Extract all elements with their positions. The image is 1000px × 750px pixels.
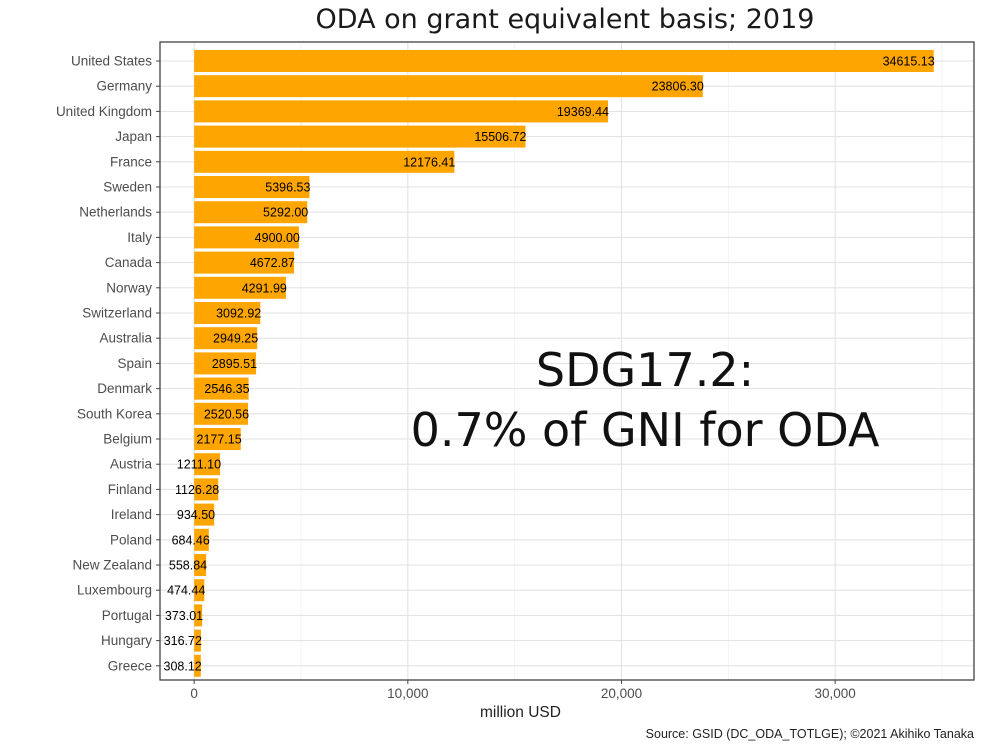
bar-value-label: 15506.72 <box>474 130 526 144</box>
bar <box>194 226 299 249</box>
y-tick-label: France <box>110 154 152 169</box>
bar <box>194 503 215 526</box>
bar <box>194 176 310 198</box>
source-caption: Source: GSID (DC_ODA_TOTLGE); ©2021 Akih… <box>645 727 974 741</box>
annotation-line-1: SDG17.2: <box>535 343 755 397</box>
bar <box>194 629 201 652</box>
y-tick-label: Poland <box>110 532 152 547</box>
y-tick-label: Denmark <box>97 381 152 396</box>
y-tick-label: Greece <box>108 658 152 673</box>
y-tick-label: Australia <box>99 331 152 346</box>
bar <box>194 100 609 123</box>
annotation-line-2: 0.7% of GNI for ODA <box>410 403 880 457</box>
sdg-annotation: SDG17.2: 0.7% of GNI for ODA <box>385 340 905 460</box>
bar-value-label: 2895.51 <box>212 357 257 371</box>
y-tick-label: Sweden <box>103 180 152 195</box>
bar-value-label: 2520.56 <box>204 407 249 421</box>
y-tick-label: Belgium <box>103 432 152 447</box>
x-tick-label: 10,000 <box>387 686 428 701</box>
bar <box>194 125 526 148</box>
bar-value-label: 23806.30 <box>652 80 704 94</box>
bar-value-label: 316.72 <box>164 634 202 648</box>
y-tick-label: South Korea <box>77 406 153 421</box>
y-tick-label: Netherlands <box>79 205 152 220</box>
bar <box>194 327 258 350</box>
bar-value-label: 308.12 <box>164 659 202 673</box>
bar-value-label: 2546.35 <box>204 382 249 396</box>
bar <box>194 251 295 274</box>
bar <box>194 604 203 627</box>
plot-panel <box>160 42 974 680</box>
bar-value-label: 2949.25 <box>213 332 258 346</box>
bar <box>194 201 308 224</box>
y-tick-label: Spain <box>117 356 152 371</box>
bar-value-label: 3092.92 <box>216 307 261 321</box>
bar-value-label: 5292.00 <box>263 206 308 220</box>
y-tick-label: Finland <box>108 482 152 497</box>
bar <box>194 75 703 98</box>
y-tick-label: Switzerland <box>82 306 152 321</box>
bar-value-label: 4672.87 <box>250 256 295 270</box>
bar <box>194 377 249 400</box>
bar-value-label: 1211.10 <box>177 458 221 472</box>
bar <box>194 428 241 450</box>
y-tick-label: Germany <box>96 79 152 94</box>
x-axis-label: million USD <box>480 704 561 721</box>
bar-value-label: 558.84 <box>169 559 207 573</box>
bar-value-label: 5396.53 <box>265 181 310 195</box>
y-tick-label: Portugal <box>102 608 152 623</box>
y-tick-label: United States <box>71 54 152 69</box>
y-tick-label: Austria <box>110 457 153 472</box>
bar-value-label: 4900.00 <box>255 231 300 245</box>
y-tick-label: Luxembourg <box>77 583 152 598</box>
y-tick-label: Canada <box>105 255 153 270</box>
bar-value-label: 12176.41 <box>403 155 455 169</box>
y-tick-label: Japan <box>115 129 152 144</box>
x-tick-label: 0 <box>190 686 198 701</box>
bar-value-label: 2177.15 <box>197 433 242 447</box>
bar-value-label: 684.46 <box>172 533 210 547</box>
bar-value-label: 4291.99 <box>242 281 287 295</box>
bar <box>194 478 219 501</box>
bar <box>194 150 455 173</box>
bar-value-label: 474.44 <box>167 584 205 598</box>
bar <box>194 654 201 677</box>
bar <box>194 554 207 576</box>
bar-value-label: 34615.13 <box>883 55 935 69</box>
chart-title: ODA on grant equivalent basis; 2019 <box>315 4 815 35</box>
y-tick-label: Norway <box>106 280 152 295</box>
y-tick-label: Ireland <box>111 507 152 522</box>
bar <box>194 302 261 324</box>
bar-value-label: 373.01 <box>165 609 203 623</box>
x-tick-label: 30,000 <box>814 686 855 701</box>
y-tick-label: Italy <box>127 230 152 245</box>
bar <box>194 528 209 551</box>
plot-border <box>159 41 975 681</box>
y-tick-label: United Kingdom <box>56 104 152 119</box>
bar <box>194 50 934 72</box>
bar <box>194 276 286 299</box>
x-tick-label: 20,000 <box>601 686 642 701</box>
bar-value-label: 1126.28 <box>175 483 219 497</box>
bar-value-label: 934.50 <box>177 508 215 522</box>
y-tick-label: Hungary <box>101 633 152 648</box>
bar <box>194 402 249 425</box>
bar <box>194 453 221 476</box>
y-tick-label: New Zealand <box>72 558 152 573</box>
bar <box>194 579 205 602</box>
bar <box>194 352 257 375</box>
bar-value-label: 19369.44 <box>557 105 609 119</box>
